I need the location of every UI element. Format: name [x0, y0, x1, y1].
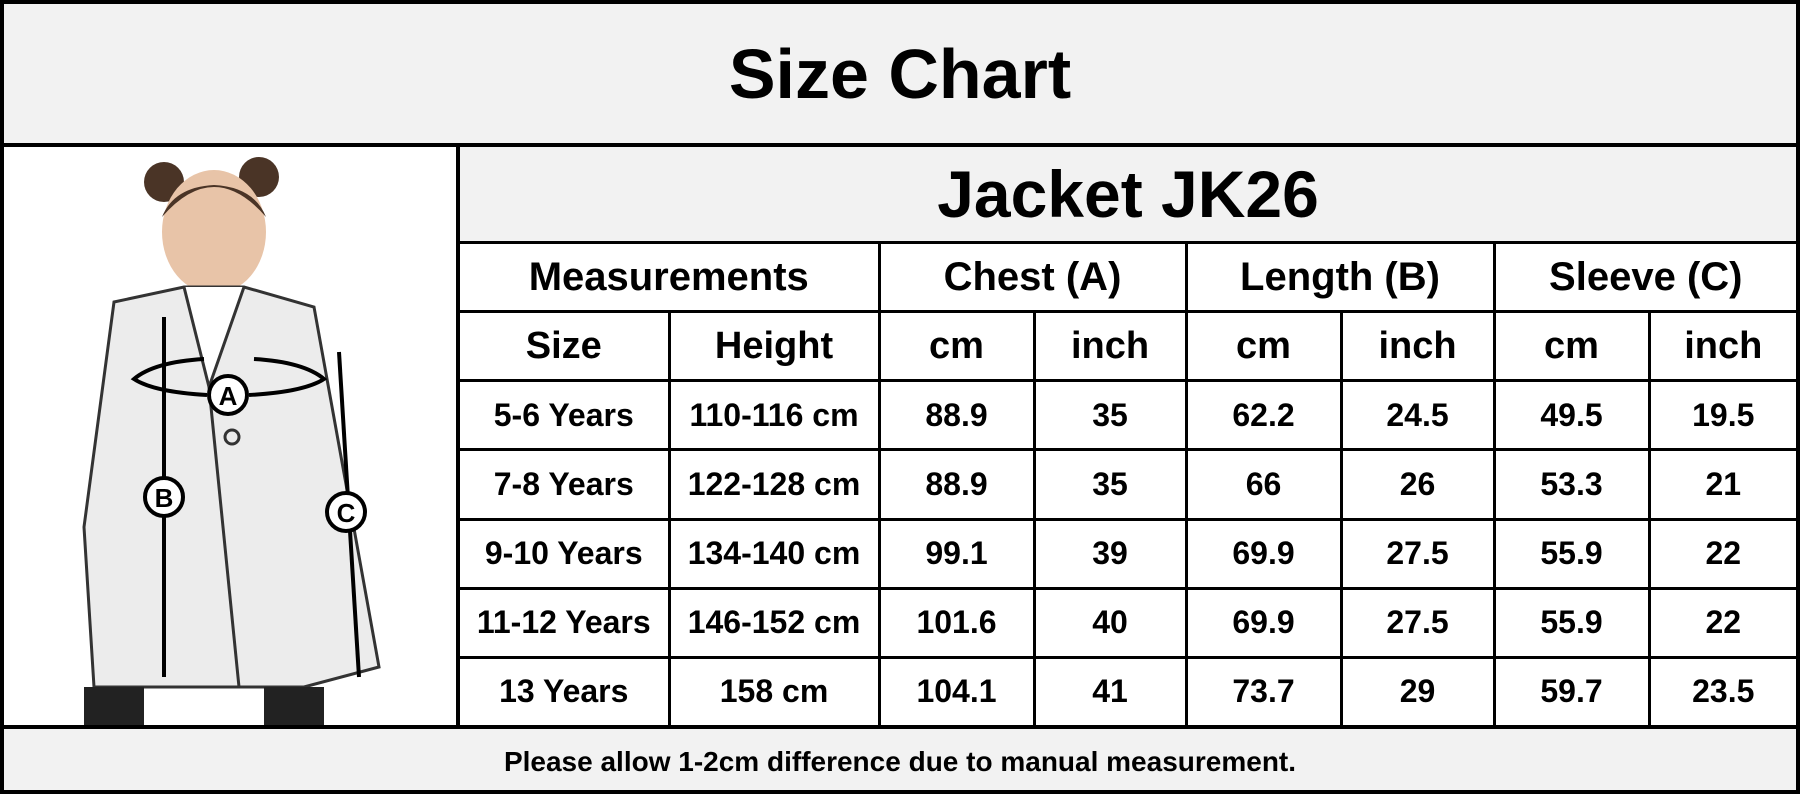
table-cell: 40 — [1032, 586, 1188, 659]
footer-note: Please allow 1-2cm difference due to man… — [4, 725, 1796, 794]
table-cell: 11-12 Years — [460, 586, 671, 659]
table-cell: 19.5 — [1647, 379, 1797, 452]
product-name: Jacket JK26 — [460, 147, 1797, 245]
column-header: inch — [1032, 310, 1188, 383]
table-cell: 55.9 — [1492, 517, 1651, 590]
table-cell: 26 — [1339, 448, 1496, 521]
column-group: Measurements — [460, 241, 881, 314]
table-cell: 29 — [1339, 655, 1496, 725]
data-row: 9-10 Years 134-140 cm 99.1 39 69.9 27.5 55.9 22 — [460, 517, 1797, 590]
table-cell: 69.9 — [1184, 586, 1343, 659]
column-header: cm — [1184, 310, 1343, 383]
table-cell: 88.9 — [877, 379, 1036, 452]
table-cell: 66 — [1184, 448, 1343, 521]
table-cell: 146-152 cm — [667, 586, 881, 659]
table-cell: 55.9 — [1492, 586, 1651, 659]
jacket-figure: A B C — [4, 147, 460, 725]
group-row: Measurements Chest (A) Length (B) Sleeve (C… — [460, 241, 1797, 314]
column-group: Sleeve (C) — [1492, 241, 1797, 314]
table-cell: 35 — [1032, 448, 1188, 521]
table-cell: 21 — [1647, 448, 1797, 521]
label-b: B — [155, 483, 174, 513]
label-c: C — [337, 498, 356, 528]
table-cell: 24.5 — [1339, 379, 1496, 452]
size-table: Jacket JK26 Measurements Chest (A) Length (… — [460, 147, 1797, 725]
table-cell: 41 — [1032, 655, 1188, 725]
column-header: inch — [1647, 310, 1797, 383]
table-cell: 99.1 — [877, 517, 1036, 590]
data-row: 11-12 Years 146-152 cm 101.6 40 69.9 27.5 55.9… — [460, 586, 1797, 659]
table-cell: 62.2 — [1184, 379, 1343, 452]
label-circles — [143, 374, 367, 533]
table-cell: 22 — [1647, 517, 1797, 590]
column-group: Chest (A) — [877, 241, 1188, 314]
table-cell: 49.5 — [1492, 379, 1651, 452]
table-cell: 7-8 Years — [460, 448, 671, 521]
data-row: 13 Years 158 cm 104.1 41 73.7 29 59.7 23.5 — [460, 655, 1797, 725]
table-cell: 23.5 — [1647, 655, 1797, 725]
table-cell: 35 — [1032, 379, 1188, 452]
table-cell: 9-10 Years — [460, 517, 671, 590]
table-cell: 110-116 cm — [667, 379, 881, 452]
table-cell: 59.7 — [1492, 655, 1651, 725]
column-header: Height — [667, 310, 881, 383]
table-cell: 101.6 — [877, 586, 1036, 659]
column-group: Length (B) — [1184, 241, 1496, 314]
table-cell: 104.1 — [877, 655, 1036, 725]
product-row: Jacket JK26 — [460, 147, 1797, 245]
page-title: Size Chart — [4, 4, 1796, 147]
child-illustration — [82, 157, 381, 725]
column-header: inch — [1339, 310, 1496, 383]
column-row: Size Height cm inch cm inch cm inch — [460, 310, 1797, 383]
table-cell: 27.5 — [1339, 517, 1496, 590]
table-cell: 122-128 cm — [667, 448, 881, 521]
column-header: Size — [460, 310, 671, 383]
label-a: A — [219, 381, 238, 411]
table-cell: 73.7 — [1184, 655, 1343, 725]
table-cell: 13 Years — [460, 655, 671, 725]
data-row: 7-8 Years 122-128 cm 88.9 35 66 26 53.3 21 — [460, 448, 1797, 521]
table-cell: 158 cm — [667, 655, 881, 725]
column-header: cm — [1492, 310, 1651, 383]
table-cell: 134-140 cm — [667, 517, 881, 590]
data-row: 5-6 Years 110-116 cm 88.9 35 62.2 24.5 49.5 19.… — [460, 379, 1797, 452]
table-cell: 53.3 — [1492, 448, 1651, 521]
column-header: cm — [877, 310, 1036, 383]
table-cell: 22 — [1647, 586, 1797, 659]
table-cell: 5-6 Years — [460, 379, 671, 452]
table-cell: 27.5 — [1339, 586, 1496, 659]
table-cell: 69.9 — [1184, 517, 1343, 590]
table-cell: 39 — [1032, 517, 1188, 590]
table-cell: 88.9 — [877, 448, 1036, 521]
